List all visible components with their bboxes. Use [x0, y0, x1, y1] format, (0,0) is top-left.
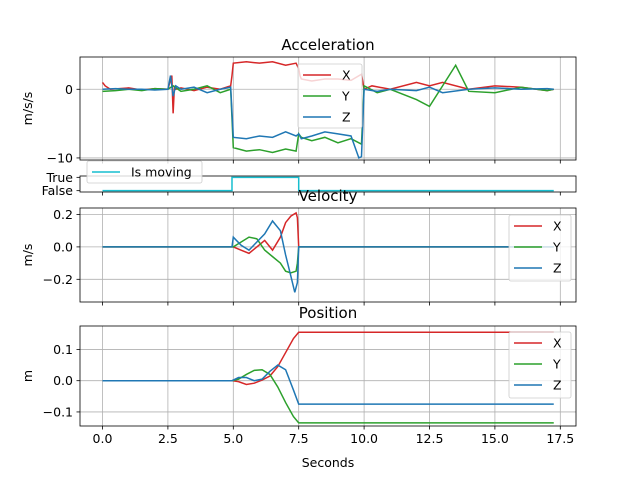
legend: XYZ	[508, 214, 572, 282]
y-axis-label: m	[20, 370, 35, 382]
legend-label: X	[553, 336, 562, 351]
y-tick-label: −10	[47, 150, 73, 165]
legend-label: Y	[552, 240, 561, 255]
series-line-z	[102, 364, 554, 405]
y-tick-label: −0.2	[43, 272, 73, 287]
series-line-z	[102, 219, 554, 293]
axes-frame	[79, 56, 577, 161]
x-axis-label: Seconds	[302, 455, 355, 470]
legend-label: Y	[341, 89, 350, 104]
legend-label: Y	[552, 357, 561, 372]
legend-label: Is moving	[131, 165, 192, 180]
subplot-0: 0 −10 Acceleration m/s/s XYZ	[20, 36, 577, 165]
legend-label: Z	[342, 110, 351, 125]
subplot-3: 0.0 2.5 5.0 7.5 10.0 12.5 15.0 17.5 0.1 0.0 −0.1 Po…	[20, 304, 577, 446]
y-tick-label: −0.1	[43, 404, 73, 419]
y-tick-label: False	[42, 183, 74, 198]
x-tick-label: 15.0	[481, 431, 509, 446]
subplot-2: 0.2 0.0 −0.2 Velocity m/s XYZ	[20, 187, 577, 306]
axes-frame	[79, 175, 577, 193]
legend-label: X	[342, 68, 351, 83]
y-tick-label: 0.0	[53, 239, 73, 254]
y-tick-label: 0	[65, 82, 73, 97]
subplot-title: Position	[299, 304, 357, 322]
subplot-title: Acceleration	[281, 36, 374, 54]
y-tick-label: 0.0	[53, 373, 73, 388]
x-tick-label: 2.5	[158, 431, 178, 446]
series-line-z	[102, 75, 554, 160]
y-axis-label: m/s	[20, 244, 35, 267]
legend-frame	[86, 160, 203, 184]
subplot-title: Velocity	[299, 187, 358, 205]
x-tick-label: 10.0	[350, 431, 378, 446]
axes-frame	[79, 325, 577, 427]
axes-frame	[79, 207, 577, 303]
y-axis-label: m/s/s	[20, 92, 35, 126]
series-line-x	[102, 331, 554, 386]
series-line-y	[102, 368, 554, 424]
legend-label: Z	[553, 378, 562, 393]
legend: XYZ	[508, 331, 572, 399]
y-tick-label: 0.2	[53, 207, 73, 222]
y-tick-label: 0.1	[53, 342, 73, 357]
series-line-x	[102, 211, 554, 255]
x-tick-label: 7.5	[289, 431, 309, 446]
y-tick-label: True	[45, 170, 73, 185]
series-line-is-moving	[102, 176, 554, 192]
x-tick-label: 12.5	[416, 431, 444, 446]
x-tick-label: 17.5	[546, 431, 574, 446]
legend-frame	[508, 214, 572, 282]
series-line-y	[102, 236, 554, 274]
x-tick-label: 5.0	[223, 431, 243, 446]
legend-label: X	[553, 219, 562, 234]
legend-frame	[508, 331, 572, 399]
x-tick-label: 0.0	[93, 431, 113, 446]
legend: Is moving	[86, 160, 203, 184]
legend: XYZ	[297, 63, 363, 129]
legend-label: Z	[553, 261, 562, 276]
